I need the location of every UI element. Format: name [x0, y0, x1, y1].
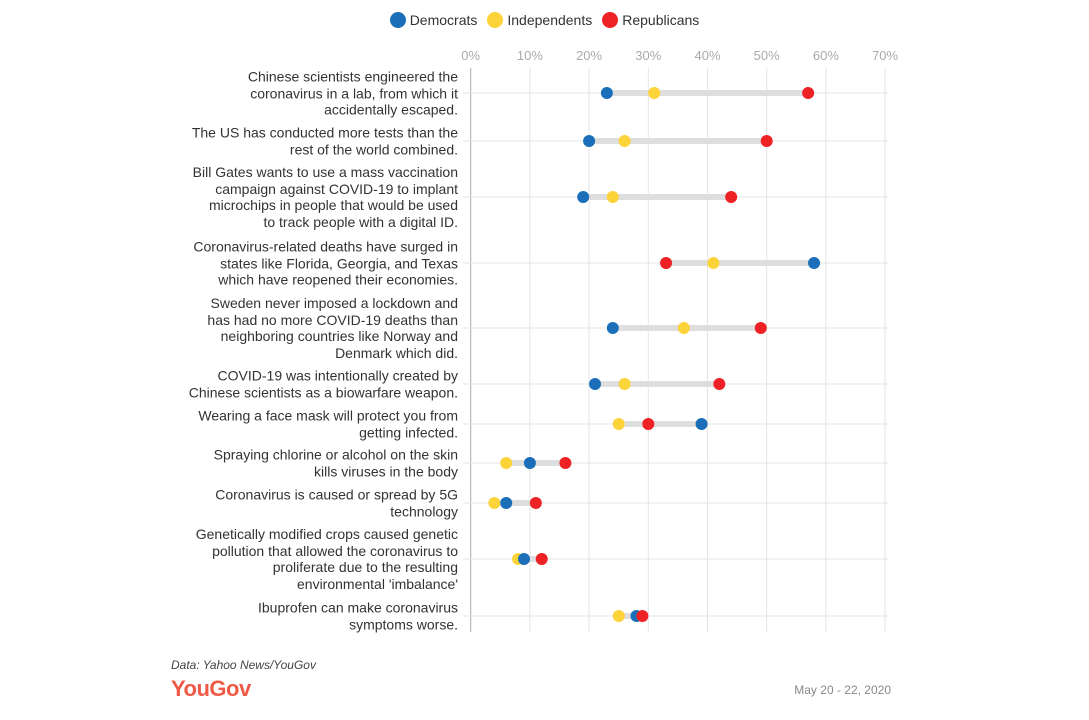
dot-independents — [648, 87, 661, 99]
dot-democrats — [606, 322, 619, 334]
row-label: Sweden never imposed a lockdown and has … — [207, 295, 458, 361]
dot-democrats — [583, 135, 596, 147]
date-range: May 20 - 22, 2020 — [794, 683, 891, 697]
dot-independents — [618, 135, 631, 147]
legend-label: Independents — [507, 12, 593, 28]
row-label: Chinese scientists engineered the corona… — [247, 68, 458, 118]
dot-independents — [606, 191, 619, 203]
legend-dot-icon — [389, 12, 406, 28]
dot-republicans — [636, 610, 649, 622]
row-label: Bill Gates wants to use a mass vaccinati… — [192, 164, 458, 230]
dot-independents — [618, 378, 631, 390]
legend-item: Independents — [487, 12, 592, 28]
row-label: Wearing a face mask will protect you fro… — [198, 407, 458, 441]
legend-dot-icon — [602, 12, 619, 28]
x-tick-label: 40% — [694, 48, 720, 63]
legend-item: Democrats — [389, 12, 478, 28]
dot-republicans — [642, 418, 655, 430]
dot-democrats — [589, 378, 602, 390]
dot-independents — [612, 418, 625, 430]
x-tick-label: 50% — [754, 48, 780, 63]
row-label: Coronavirus is caused or spread by 5G te… — [215, 486, 458, 520]
row-label: COVID-19 was intentionally created by Ch… — [188, 367, 458, 401]
dot-democrats — [600, 87, 613, 99]
x-tick-label: 20% — [576, 48, 602, 63]
yougov-logo: YouGov — [171, 676, 251, 701]
row-label: The US has conducted more tests than the… — [191, 124, 458, 158]
x-tick-label: 10% — [517, 48, 543, 63]
dot-democrats — [695, 418, 708, 430]
dot-republicans — [802, 87, 815, 99]
dot-democrats — [523, 457, 536, 469]
dot-independents — [488, 497, 501, 509]
row-label: Ibuprofen can make coronavirus symptoms … — [258, 599, 458, 633]
dot-independents — [677, 322, 690, 334]
x-tick-label: 0% — [461, 48, 480, 63]
row-label: Spraying chlorine or alcohol on the skin… — [213, 446, 458, 480]
legend-label: Democrats — [409, 12, 478, 28]
dot-independents — [612, 610, 625, 622]
dot-republicans — [754, 322, 767, 334]
x-tick-label: 30% — [635, 48, 661, 63]
source-note: Data: Yahoo News/YouGov — [171, 658, 316, 672]
dot-republicans — [535, 553, 548, 565]
x-tick-label: 60% — [813, 48, 839, 63]
legend: Democrats Independents Republicans — [0, 12, 1089, 28]
dot-republicans — [713, 378, 726, 390]
legend-item: Republicans — [602, 12, 699, 28]
row-label: Coronavirus-related deaths have surged i… — [193, 238, 458, 288]
dot-republicans — [529, 497, 542, 509]
dot-republicans — [760, 135, 773, 147]
dot-democrats — [517, 553, 530, 565]
legend-label: Republicans — [622, 12, 700, 28]
legend-dot-icon — [487, 12, 504, 28]
x-tick-label: 70% — [872, 48, 898, 63]
dot-independents — [707, 257, 720, 269]
dot-independents — [500, 457, 513, 469]
row-label: Genetically modified crops caused geneti… — [195, 526, 458, 592]
dot-republicans — [660, 257, 673, 269]
dot-republicans — [559, 457, 572, 469]
dot-democrats — [808, 257, 821, 269]
dot-democrats — [500, 497, 513, 509]
dot-republicans — [725, 191, 738, 203]
dot-democrats — [577, 191, 590, 203]
